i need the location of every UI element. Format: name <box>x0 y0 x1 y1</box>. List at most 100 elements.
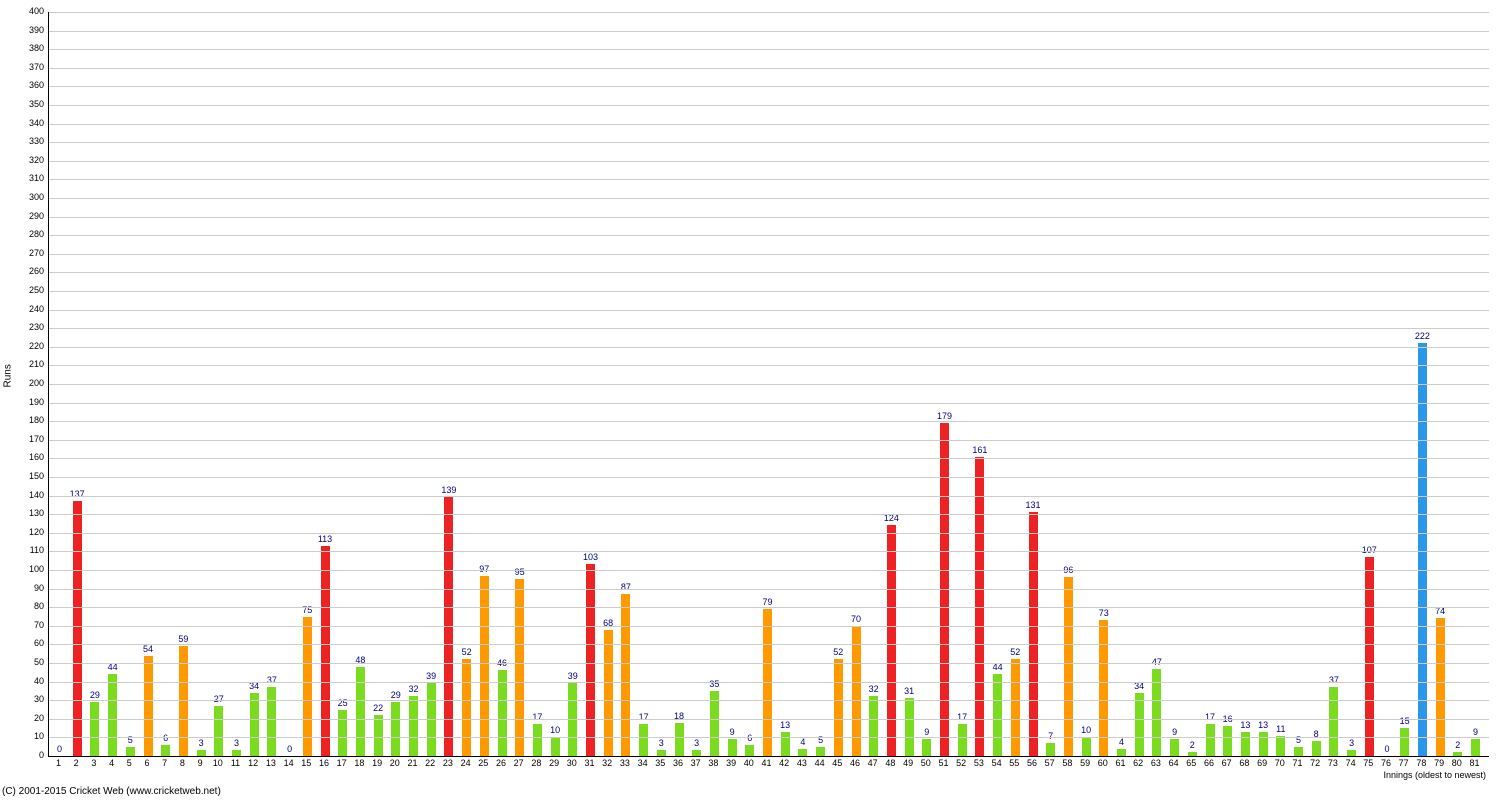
x-tick-label: 43 <box>797 758 807 768</box>
y-tick-label: 400 <box>16 7 44 16</box>
bar-value-label: 95 <box>515 567 525 577</box>
bar <box>639 724 648 756</box>
bar <box>250 693 259 756</box>
bar-value-label: 2 <box>1190 740 1195 750</box>
bar-value-label: 103 <box>583 552 598 562</box>
x-tick-label: 3 <box>91 758 96 768</box>
bar <box>621 594 630 756</box>
y-tick-label: 10 <box>16 732 44 741</box>
gridline <box>49 254 1489 255</box>
x-tick-label: 56 <box>1027 758 1037 768</box>
bar-value-label: 113 <box>318 534 332 544</box>
bar-value-label: 9 <box>730 727 735 737</box>
bar-value-label: 75 <box>302 605 312 615</box>
gridline <box>49 700 1489 701</box>
bar <box>728 739 737 756</box>
gridline <box>49 384 1489 385</box>
y-tick-label: 310 <box>16 174 44 183</box>
bar-value-label: 9 <box>1473 727 1478 737</box>
bar <box>675 723 684 756</box>
bar <box>462 659 471 756</box>
x-tick-label: 62 <box>1133 758 1143 768</box>
gridline <box>49 737 1489 738</box>
bar <box>905 698 914 756</box>
gridline <box>49 589 1489 590</box>
x-tick-label: 74 <box>1346 758 1356 768</box>
x-tick-label: 11 <box>231 758 240 768</box>
bar <box>480 576 489 756</box>
x-tick-label: 8 <box>180 758 185 768</box>
x-tick-label: 68 <box>1239 758 1249 768</box>
bar <box>1011 659 1020 756</box>
gridline <box>49 421 1489 422</box>
bar <box>374 715 383 756</box>
y-tick-label: 30 <box>16 695 44 704</box>
x-tick-label: 49 <box>903 758 913 768</box>
gridline <box>49 607 1489 608</box>
x-tick-label: 76 <box>1381 758 1391 768</box>
bar <box>781 732 790 756</box>
bar-value-label: 3 <box>694 738 699 748</box>
bar <box>1046 743 1055 756</box>
x-tick-label: 41 <box>761 758 771 768</box>
bar <box>232 750 241 756</box>
x-tick-label: 77 <box>1399 758 1409 768</box>
gridline <box>49 49 1489 50</box>
bar-value-label: 29 <box>391 690 401 700</box>
bar-value-label: 79 <box>762 597 772 607</box>
bar-value-label: 0 <box>287 744 292 754</box>
x-tick-label: 81 <box>1469 758 1479 768</box>
x-tick-label: 24 <box>461 758 471 768</box>
y-tick-label: 390 <box>16 26 44 35</box>
x-tick-label: 59 <box>1080 758 1090 768</box>
bar <box>144 656 153 756</box>
gridline <box>49 533 1489 534</box>
x-tick-label: 26 <box>496 758 506 768</box>
bar-value-label: 0 <box>57 744 62 754</box>
bar-value-label: 37 <box>1329 675 1339 685</box>
y-tick-label: 140 <box>16 491 44 500</box>
bar <box>1436 618 1445 756</box>
gridline <box>49 663 1489 664</box>
bar <box>1294 747 1303 756</box>
y-tick-label: 0 <box>16 751 44 760</box>
x-tick-label: 13 <box>266 758 276 768</box>
bar <box>1117 749 1126 756</box>
bar <box>922 739 931 756</box>
bar-value-label: 25 <box>338 698 348 708</box>
y-tick-label: 360 <box>16 81 44 90</box>
x-tick-label: 46 <box>850 758 860 768</box>
y-tick-label: 110 <box>16 546 44 555</box>
gridline <box>49 142 1489 143</box>
bar <box>798 749 807 756</box>
bar-value-label: 52 <box>462 647 472 657</box>
y-tick-label: 220 <box>16 342 44 351</box>
bar <box>197 750 206 756</box>
x-tick-label: 48 <box>885 758 895 768</box>
copyright-text: (C) 2001-2015 Cricket Web (www.cricketwe… <box>2 786 221 797</box>
x-tick-label: 14 <box>284 758 294 768</box>
y-tick-label: 120 <box>16 528 44 537</box>
y-tick-label: 130 <box>16 509 44 518</box>
bar <box>533 724 542 756</box>
bar <box>1099 620 1108 756</box>
y-tick-label: 160 <box>16 453 44 462</box>
y-tick-label: 350 <box>16 100 44 109</box>
bar-value-label: 32 <box>408 684 418 694</box>
bar-value-label: 3 <box>659 738 664 748</box>
y-tick-label: 250 <box>16 286 44 295</box>
x-tick-label: 34 <box>638 758 648 768</box>
x-tick-label: 1 <box>56 758 61 768</box>
bar-value-label: 97 <box>479 564 489 574</box>
x-tick-label: 65 <box>1186 758 1196 768</box>
x-tick-label: 12 <box>248 758 258 768</box>
x-tick-label: 23 <box>443 758 453 768</box>
gridline <box>49 217 1489 218</box>
y-tick-label: 90 <box>16 584 44 593</box>
x-tick-label: 69 <box>1257 758 1267 768</box>
y-tick-label: 340 <box>16 119 44 128</box>
gridline <box>49 310 1489 311</box>
x-tick-label: 39 <box>726 758 736 768</box>
x-tick-label: 44 <box>815 758 825 768</box>
x-tick-label: 52 <box>956 758 966 768</box>
